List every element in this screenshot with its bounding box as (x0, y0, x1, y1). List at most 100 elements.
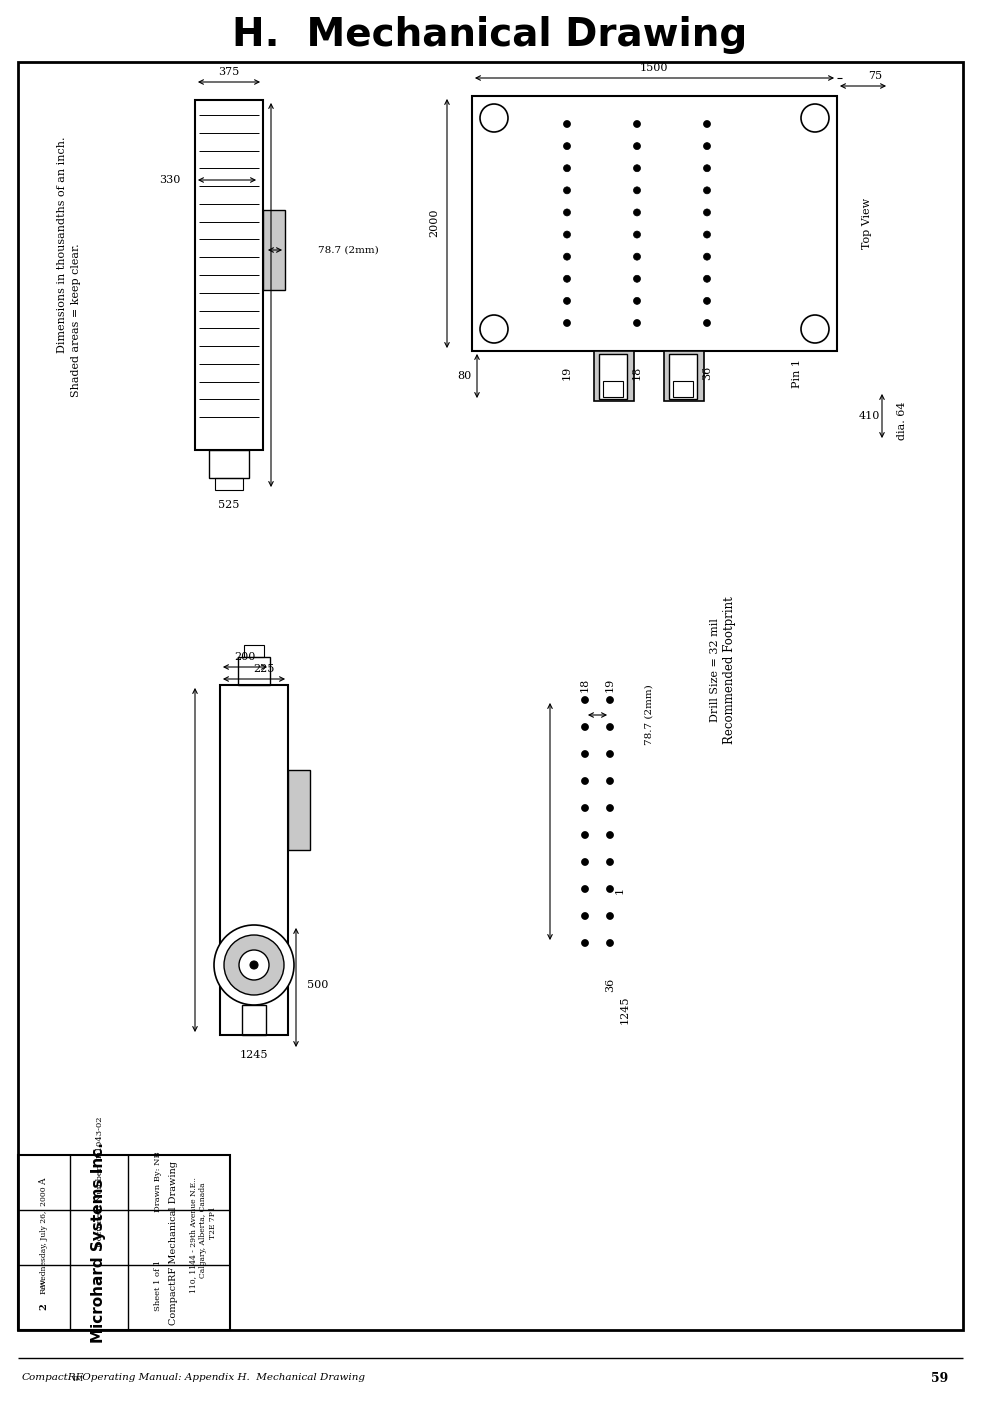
Bar (242, 1005, 266, 1035)
Text: TM: TM (72, 1375, 83, 1383)
Circle shape (703, 320, 710, 327)
Circle shape (634, 275, 641, 282)
Text: 525: 525 (219, 501, 239, 510)
Circle shape (582, 832, 589, 839)
Bar (603, 381, 623, 398)
Circle shape (606, 912, 613, 919)
Text: Sheet 1 of 1: Sheet 1 of 1 (154, 1259, 162, 1310)
Circle shape (703, 142, 710, 149)
Text: 410: 410 (858, 410, 880, 422)
Circle shape (582, 723, 589, 730)
Circle shape (563, 254, 571, 261)
Circle shape (582, 805, 589, 812)
Text: Shaded areas = keep clear.: Shaded areas = keep clear. (71, 243, 81, 396)
Bar (669, 354, 697, 399)
Circle shape (606, 723, 613, 730)
Text: 500: 500 (307, 980, 329, 990)
Text: Document Number:  D1043-02: Document Number: D1043-02 (96, 1117, 104, 1248)
Circle shape (634, 298, 641, 305)
Circle shape (250, 962, 258, 969)
Text: 1245: 1245 (620, 995, 630, 1024)
Circle shape (634, 254, 641, 261)
Bar (673, 381, 693, 398)
Bar (238, 657, 270, 685)
Text: 18: 18 (580, 678, 590, 692)
Circle shape (582, 750, 589, 757)
Text: 18: 18 (632, 365, 642, 381)
Circle shape (703, 254, 710, 261)
Circle shape (801, 314, 829, 343)
Text: 75: 75 (868, 70, 882, 80)
Circle shape (563, 320, 571, 327)
Circle shape (703, 120, 710, 127)
Circle shape (606, 832, 613, 839)
Text: Microhard Systems Inc.: Microhard Systems Inc. (90, 1142, 106, 1344)
Bar (215, 478, 243, 491)
Bar (288, 770, 310, 850)
Bar (18, 62, 963, 1330)
Circle shape (563, 120, 571, 127)
Circle shape (563, 209, 571, 216)
Text: Rev.: Rev. (40, 1276, 48, 1294)
Text: Top View: Top View (862, 197, 872, 248)
Circle shape (239, 950, 269, 980)
Text: 1: 1 (615, 887, 625, 894)
Circle shape (703, 209, 710, 216)
Text: 78.7 (2mm): 78.7 (2mm) (318, 245, 379, 254)
Circle shape (582, 697, 589, 704)
Text: 2: 2 (39, 1304, 48, 1310)
Text: 78.7 (2mm): 78.7 (2mm) (645, 685, 654, 746)
Circle shape (606, 805, 613, 812)
Bar (220, 685, 288, 1035)
Circle shape (634, 320, 641, 327)
Circle shape (606, 697, 613, 704)
Text: H.  Mechanical Drawing: H. Mechanical Drawing (232, 16, 748, 54)
Text: 330: 330 (160, 175, 181, 185)
Text: A: A (39, 1179, 48, 1186)
Circle shape (563, 142, 571, 149)
Text: 59: 59 (931, 1372, 948, 1385)
Circle shape (224, 935, 284, 995)
Circle shape (703, 275, 710, 282)
Bar (263, 210, 285, 290)
Text: Dimensions in thousandths of an inch.: Dimensions in thousandths of an inch. (57, 137, 67, 354)
Circle shape (634, 231, 641, 238)
Bar (195, 100, 263, 450)
Circle shape (480, 104, 508, 133)
Bar (18, 1155, 230, 1330)
Circle shape (703, 165, 710, 172)
Text: CompactRF: CompactRF (22, 1373, 83, 1382)
Circle shape (563, 231, 571, 238)
Text: 19: 19 (562, 365, 572, 381)
Text: 1245: 1245 (239, 1050, 268, 1060)
Text: 375: 375 (219, 68, 239, 78)
Text: 225: 225 (253, 664, 275, 674)
Circle shape (634, 142, 641, 149)
Text: T2E 7P1: T2E 7P1 (209, 1207, 217, 1239)
Circle shape (563, 188, 571, 193)
Text: 80: 80 (457, 371, 471, 381)
Circle shape (606, 885, 613, 893)
Bar (209, 450, 249, 478)
Circle shape (563, 165, 571, 172)
Circle shape (582, 912, 589, 919)
Text: 200: 200 (234, 651, 256, 663)
Circle shape (606, 750, 613, 757)
Circle shape (703, 231, 710, 238)
Text: 110, 1144 - 29th Avenue N.E..: 110, 1144 - 29th Avenue N.E.. (189, 1177, 197, 1293)
Circle shape (480, 314, 508, 343)
Circle shape (606, 939, 613, 946)
Circle shape (214, 925, 294, 1005)
Circle shape (606, 777, 613, 784)
Text: 19: 19 (605, 678, 615, 692)
Circle shape (801, 104, 829, 133)
Text: 2000: 2000 (429, 209, 439, 237)
Text: Drawn By: NB: Drawn By: NB (154, 1152, 162, 1213)
Circle shape (703, 188, 710, 193)
Circle shape (582, 885, 589, 893)
Circle shape (582, 939, 589, 946)
Text: 36: 36 (702, 365, 712, 381)
Circle shape (582, 859, 589, 866)
Bar (244, 644, 264, 657)
Circle shape (563, 275, 571, 282)
